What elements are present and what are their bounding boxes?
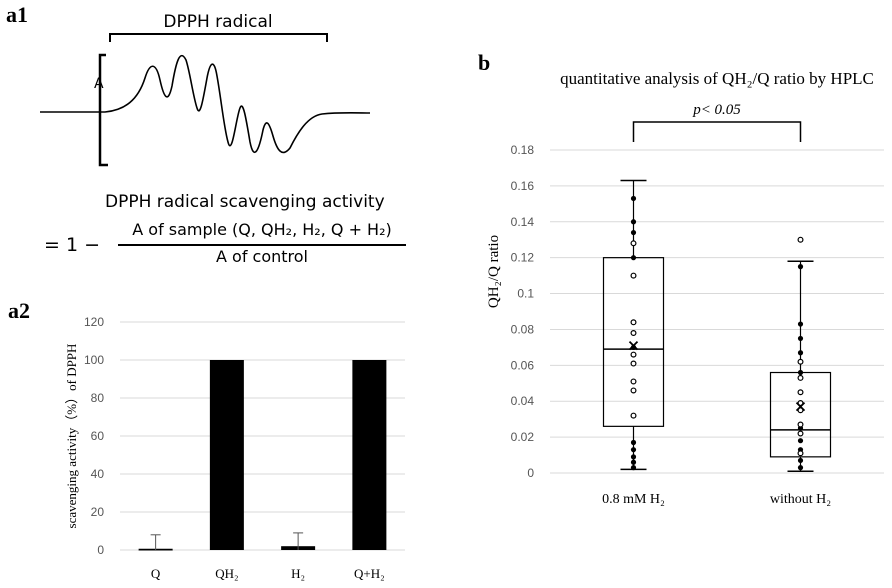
ytick-label-a2-4: 80: [91, 391, 105, 405]
bracket-label: DPPH radical: [163, 12, 272, 32]
significance-label: p< 0.05: [692, 102, 741, 118]
data-point-filled-0-1: [630, 219, 637, 225]
fraction-bar: [118, 244, 406, 246]
ytick-label-a2-1: 20: [91, 505, 105, 519]
ytick-label-b-7: 0.14: [511, 215, 535, 229]
data-point-open-0-6: [630, 378, 637, 385]
signal-bracket: [109, 33, 328, 42]
xtick-label-a2-2: H₂: [291, 566, 305, 581]
ytick-label-b-8: 0.16: [511, 179, 535, 193]
data-point-filled-1-0: [797, 264, 804, 270]
data-point-open-0-0: [630, 240, 637, 247]
ytick-label-a2-3: 60: [91, 429, 105, 443]
formula-title: DPPH radical scavenging activity: [105, 192, 385, 212]
xtick-label-a2-0: Q: [151, 566, 161, 581]
ytick-label-b-9: 0.18: [511, 143, 535, 157]
chart-a2: 0 20 40 60 80 100 120 scavenging activity（%）of …: [64, 315, 405, 581]
data-point-open-1-3: [797, 389, 804, 396]
chart-title-b: quantitative analysis of QH₂/Q ratio by …: [560, 69, 874, 88]
ytick-label-b-6: 0.12: [511, 251, 535, 265]
ytick-label-a2-6: 120: [84, 315, 104, 329]
data-point-filled-0-7: [630, 454, 637, 460]
panel-label-a2: a2: [8, 298, 30, 323]
data-point-filled-1-7: [797, 438, 804, 444]
ytick-label-b-5: 0.1: [517, 287, 534, 301]
amplitude-letter: A: [94, 76, 104, 92]
formula-numerator: A of sample (Q, QH₂, H₂, Q + H₂): [132, 220, 392, 239]
formula-prefix: = 1 −: [44, 234, 101, 256]
ytick-label-b-1: 0.02: [511, 430, 535, 444]
data-point-filled-1-10: [797, 465, 804, 471]
data-point-filled-0-9: [630, 465, 637, 471]
data-point-filled-0-5: [630, 439, 637, 446]
chart-b: quantitative analysis of QH₂/Q ratio by …: [486, 69, 884, 507]
data-point-filled-0-8: [630, 459, 637, 465]
ytick-label-a2-2: 40: [91, 467, 105, 481]
mean-marker-0: [628, 340, 639, 351]
amplitude-marker: [98, 53, 108, 167]
ylabel-a2: scavenging activity（%）of DPPH: [64, 344, 79, 529]
data-point-filled-0-3: [630, 255, 637, 261]
ylabel-b: QH₂/Q ratio: [486, 235, 502, 308]
significance-bracket: [632, 121, 802, 142]
ytick-label-b-2: 0.04: [511, 394, 535, 408]
data-point-open-0-7: [630, 387, 637, 394]
data-point-filled-0-2: [630, 229, 637, 236]
data-point-open-0-2: [630, 319, 637, 326]
bar-3: [352, 360, 387, 550]
data-point-filled-1-1: [797, 321, 804, 327]
data-point-open-1-2: [797, 374, 804, 381]
xtick-label-a2-1: QH₂: [215, 566, 238, 581]
box-1: [769, 371, 832, 458]
data-point-open-1-6: [797, 421, 804, 428]
panel-label-b: b: [478, 50, 491, 75]
ytick-label-a2-5: 100: [84, 353, 104, 367]
esr-spectrum-figure: DPPH radical A: [40, 12, 371, 167]
xtick-label-a2-3: Q+H₂: [354, 566, 385, 581]
formula-denominator: A of control: [216, 247, 308, 266]
data-point-open-1-7: [797, 430, 804, 437]
data-point-open-1-8: [797, 450, 804, 457]
ytick-label-b-4: 0.08: [511, 322, 535, 336]
xtick-label-b-0: 0.8 mM H₂: [602, 492, 665, 507]
data-point-open-0-4: [630, 351, 637, 358]
panel-label-a1: a1: [6, 2, 28, 27]
data-point-filled-0-6: [630, 447, 637, 453]
box-0: [602, 257, 665, 427]
data-point-filled-0-0: [630, 195, 637, 202]
data-point-open-0-8: [630, 412, 637, 419]
data-point-filled-1-9: [797, 457, 804, 464]
data-point-open-0-5: [630, 360, 637, 367]
ytick-label-b-0: 0: [527, 466, 534, 480]
data-point-open-1-1: [797, 358, 804, 365]
data-point-open-1-0: [797, 236, 804, 243]
mean-marker-1: [795, 401, 806, 412]
ytick-label-b-3: 0.06: [511, 358, 535, 372]
data-point-open-0-1: [630, 272, 637, 279]
data-point-filled-1-2: [797, 335, 804, 342]
data-point-filled-1-4: [797, 369, 804, 376]
bar-1: [209, 360, 244, 550]
ytick-label-a2-0: 0: [97, 543, 104, 557]
spectrum-trace: [40, 54, 371, 154]
xtick-label-b-1: without H₂: [770, 492, 831, 507]
data-point-filled-1-3: [797, 350, 804, 356]
data-point-open-0-3: [630, 330, 637, 337]
